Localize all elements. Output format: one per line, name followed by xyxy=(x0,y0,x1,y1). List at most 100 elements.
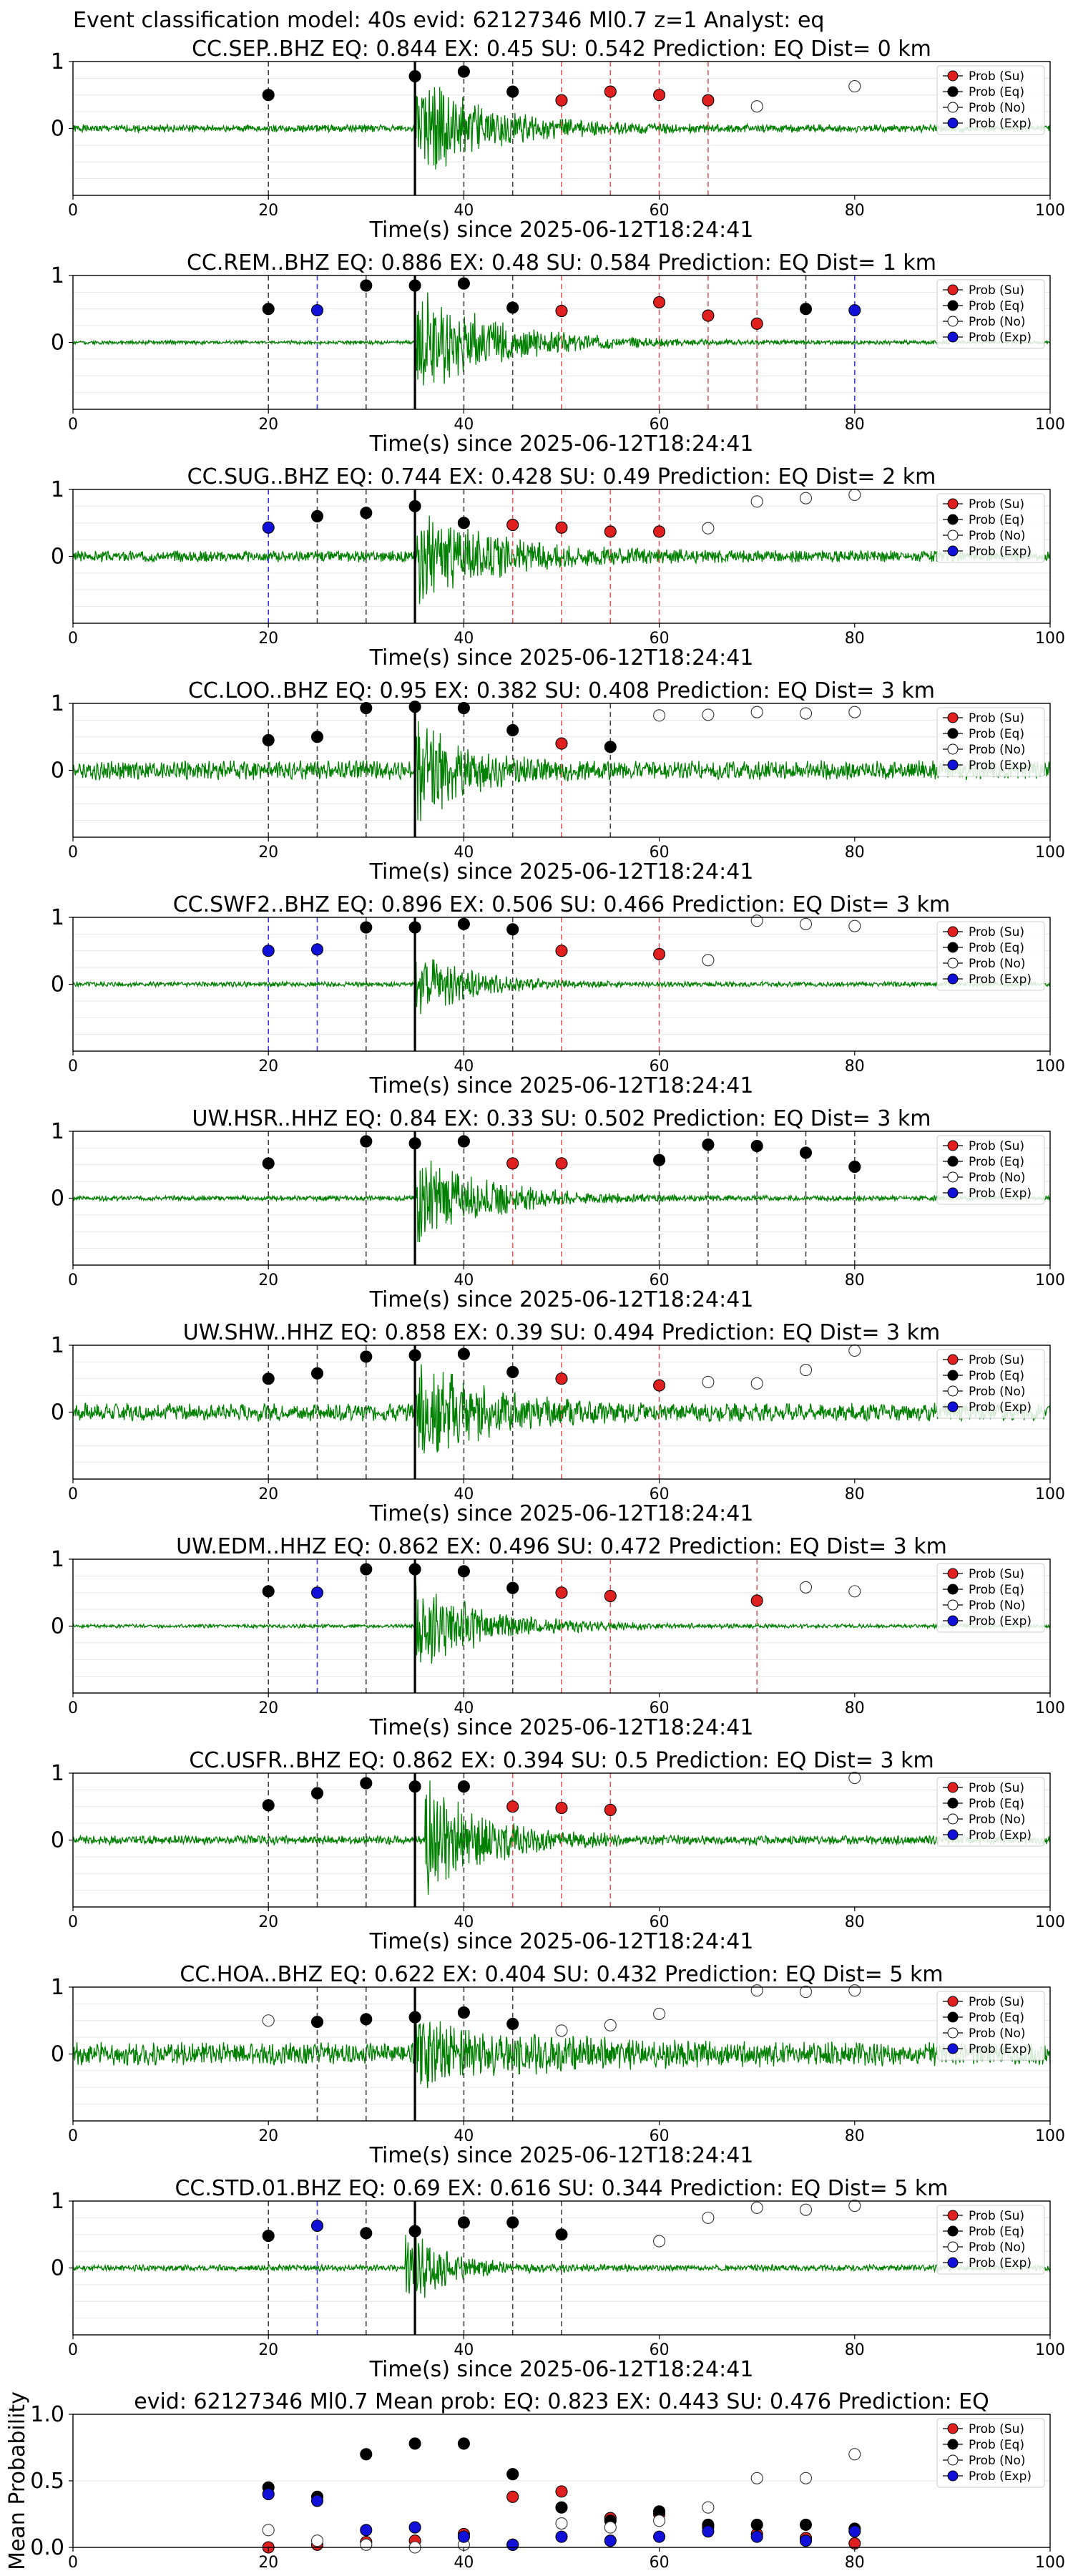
legend-marker xyxy=(947,2043,959,2054)
mean-prob-point-eq xyxy=(750,2518,763,2531)
legend-box xyxy=(936,1991,1045,2061)
x-tick-label: 20 xyxy=(258,416,278,434)
y-tick-label: 0 xyxy=(51,1186,64,1211)
legend-label: Prob (Su) xyxy=(969,69,1024,84)
x-tick-label: 0 xyxy=(68,2341,78,2359)
x-axis-label: Time(s) since 2025-06-12T18:24:41 xyxy=(369,1715,754,1740)
prob-point-eq xyxy=(262,1372,275,1385)
panel-station-1: CC.REM..BHZ EQ: 0.886 EX: 0.48 SU: 0.584… xyxy=(51,250,1065,457)
x-tick-label: 40 xyxy=(454,2341,474,2359)
prob-point-no xyxy=(750,706,763,718)
legend-label: Prob (Exp) xyxy=(969,2469,1032,2484)
legend-label: Prob (Eq) xyxy=(969,85,1024,99)
x-tick-label: 20 xyxy=(258,1058,278,1075)
y-tick-label: 1 xyxy=(51,1761,64,1786)
prob-point-no xyxy=(750,495,763,508)
mean-prob-point-exp xyxy=(360,2524,373,2537)
y-tick-label: 0 xyxy=(51,1828,64,1853)
legend-marker xyxy=(947,1599,959,1611)
panel-mean-probability: evid: 62127346 Ml0.7 Mean prob: EQ: 0.82… xyxy=(5,2389,1065,2572)
panel-title: UW.SHW..HHZ EQ: 0.858 EX: 0.39 SU: 0.494… xyxy=(183,1320,941,1345)
x-tick-label: 40 xyxy=(454,1485,474,1503)
prob-point-su xyxy=(555,305,568,318)
x-tick-label: 100 xyxy=(1035,1913,1065,1931)
x-tick-label: 40 xyxy=(454,844,474,862)
legend: Prob (Su) Prob (Eq) Prob (No)Prob (Exp) xyxy=(936,1777,1045,1847)
x-tick-label: 100 xyxy=(1035,1485,1065,1503)
panel-title: CC.SEP..BHZ EQ: 0.844 EX: 0.45 SU: 0.542… xyxy=(192,36,931,62)
prob-point-eq xyxy=(262,2230,275,2243)
legend-marker xyxy=(947,498,959,509)
x-tick-label: 100 xyxy=(1035,416,1065,434)
prob-point-su xyxy=(555,945,568,957)
x-tick-label: 20 xyxy=(258,844,278,862)
mean-prob-point-exp xyxy=(750,2530,763,2543)
prob-point-no xyxy=(750,100,763,113)
x-tick-label: 0 xyxy=(68,1913,78,1931)
legend-marker xyxy=(947,2225,959,2237)
legend-marker xyxy=(947,1813,959,1825)
legend-box xyxy=(936,707,1045,777)
legend-label: Prob (Exp) xyxy=(969,972,1032,987)
x-tick-label: 80 xyxy=(845,630,865,648)
prob-point-eq xyxy=(408,921,421,934)
legend-marker xyxy=(947,728,959,739)
x-tick-label: 20 xyxy=(258,2554,278,2572)
y-tick-label: 0 xyxy=(51,1614,64,1639)
prob-point-eq xyxy=(506,2017,519,2030)
waveform-trace xyxy=(72,515,1051,605)
legend-marker xyxy=(947,117,959,129)
prob-point-eq xyxy=(408,1349,421,1362)
x-tick-label: 80 xyxy=(845,2127,865,2145)
panel-title: UW.HSR..HHZ EQ: 0.84 EX: 0.33 SU: 0.502 … xyxy=(192,1106,931,1131)
legend-label: Prob (No) xyxy=(969,743,1026,757)
prob-point-eq xyxy=(408,2225,421,2238)
x-tick-label: 0 xyxy=(68,844,78,862)
x-tick-label: 80 xyxy=(845,416,865,434)
prob-point-no xyxy=(848,2199,861,2212)
x-tick-label: 100 xyxy=(1035,1699,1065,1717)
prob-point-eq xyxy=(457,1347,470,1360)
y-tick-label: 0 xyxy=(51,972,64,997)
panel-station-2: CC.SUG..BHZ EQ: 0.744 EX: 0.428 SU: 0.49… xyxy=(51,464,1065,670)
prob-point-no xyxy=(848,1585,861,1598)
panel-title: UW.EDM..HHZ EQ: 0.862 EX: 0.496 SU: 0.47… xyxy=(176,1534,947,1559)
legend-marker xyxy=(947,284,959,296)
legend-marker xyxy=(947,102,959,113)
prob-point-su xyxy=(555,1157,568,1170)
legend-box xyxy=(936,1349,1045,1419)
legend-label: Prob (Eq) xyxy=(969,1583,1024,1597)
legend-label: Prob (Exp) xyxy=(969,758,1032,773)
waveform-trace xyxy=(72,1160,1051,1243)
x-tick-label: 80 xyxy=(845,2554,865,2572)
prob-point-eq xyxy=(360,2013,373,2026)
prob-point-eq xyxy=(360,1777,373,1790)
legend-marker xyxy=(947,1370,959,1381)
prob-point-no xyxy=(555,2024,568,2037)
prob-point-eq xyxy=(799,303,813,316)
x-tick-label: 0 xyxy=(68,1058,78,1075)
x-tick-label: 80 xyxy=(845,2341,865,2359)
y-tick-label: 1 xyxy=(51,263,64,288)
x-tick-label: 40 xyxy=(454,416,474,434)
prob-point-eq xyxy=(360,1135,373,1148)
prob-point-eq xyxy=(555,2228,568,2241)
x-axis-label: Time(s) since 2025-06-12T18:24:41 xyxy=(369,218,754,243)
prob-point-eq xyxy=(310,1787,324,1800)
legend-marker xyxy=(947,530,959,541)
x-axis-label: Time(s) since 2025-06-12T18:24:41 xyxy=(369,2143,754,2168)
legend-label: Prob (No) xyxy=(969,101,1026,115)
legend-label: Prob (Su) xyxy=(969,925,1024,940)
prob-point-eq xyxy=(408,70,421,83)
prob-point-no xyxy=(750,2201,763,2214)
legend-marker xyxy=(947,2257,959,2268)
legend-label: Prob (Su) xyxy=(969,1567,1024,1581)
y-tick-label: 0 xyxy=(51,545,64,570)
waveform-trace xyxy=(72,1364,1051,1470)
prob-point-eq xyxy=(750,1140,763,1153)
prob-point-eq xyxy=(360,279,373,292)
x-tick-label: 60 xyxy=(650,1272,670,1289)
legend-marker xyxy=(947,1140,959,1151)
legend-label: Prob (Su) xyxy=(969,1995,1024,2009)
prob-point-no xyxy=(702,954,715,967)
